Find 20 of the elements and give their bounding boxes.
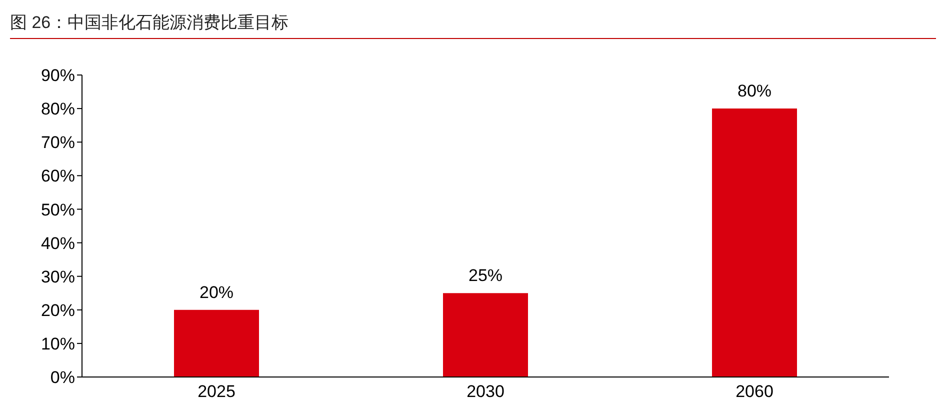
bar <box>443 293 528 377</box>
data-label: 20% <box>199 282 234 302</box>
chart-title: 图 26：中国非化石能源消费比重目标 <box>10 8 936 39</box>
y-tick-label: 30% <box>40 267 75 286</box>
y-tick-label: 70% <box>40 133 75 152</box>
bar <box>712 108 797 377</box>
y-tick-label: 20% <box>40 300 75 320</box>
x-tick-label: 2060 <box>736 382 774 402</box>
y-tick-label: 90% <box>40 66 75 86</box>
x-tick-label: 2025 <box>198 382 236 402</box>
y-tick-label: 0% <box>50 368 75 388</box>
data-label: 80% <box>737 82 772 101</box>
y-tick-label: 40% <box>40 234 75 253</box>
bar <box>174 310 259 377</box>
y-tick-label: 10% <box>40 334 75 354</box>
y-tick-label: 60% <box>40 166 75 186</box>
y-tick-label: 80% <box>40 100 75 119</box>
data-label: 25% <box>468 266 503 286</box>
x-tick-label: 2030 <box>466 382 504 402</box>
y-tick-label: 50% <box>40 200 75 220</box>
